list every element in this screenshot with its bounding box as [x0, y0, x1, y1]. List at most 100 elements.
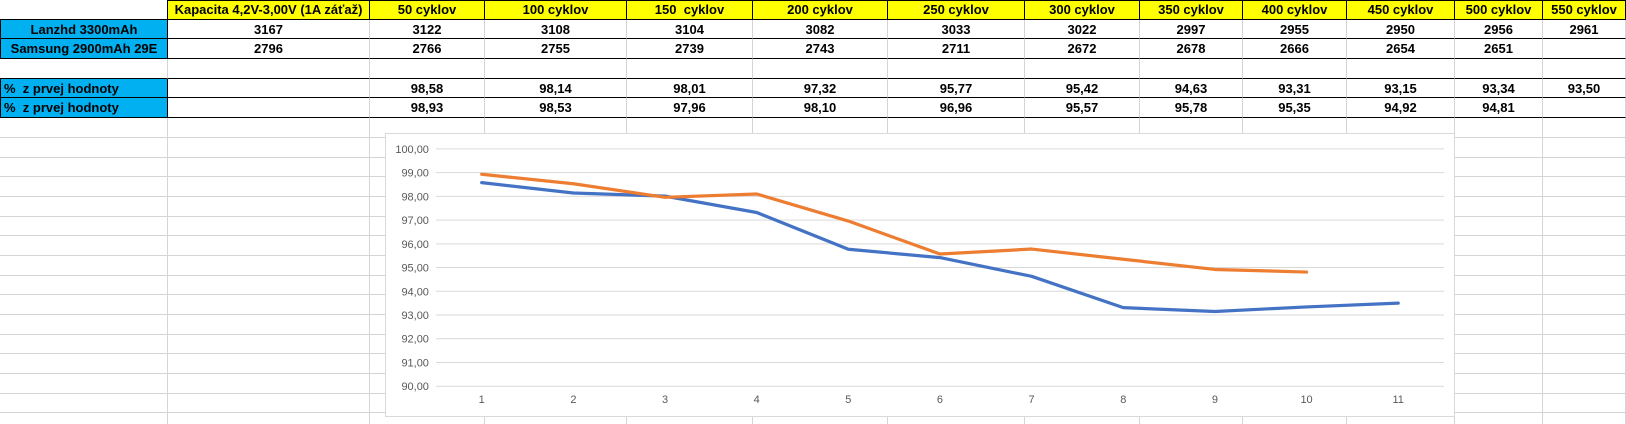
grid-cell[interactable]: [168, 413, 370, 424]
column-header-cell[interactable]: 550 cyklov: [1543, 0, 1626, 20]
grid-cell[interactable]: [168, 334, 370, 355]
chart-container[interactable]: 100,00 99,00 98,00 97,00 96,00 95,00 94,00 93,0…: [385, 133, 1455, 417]
grid-cell[interactable]: [753, 413, 888, 424]
value-cell[interactable]: 95,57: [1025, 98, 1140, 119]
value-cell[interactable]: 94,92: [1347, 98, 1455, 119]
grid-cell[interactable]: [0, 196, 168, 217]
grid-cell[interactable]: [753, 59, 888, 79]
grid-cell[interactable]: [0, 354, 168, 375]
column-header-cell[interactable]: 250 cyklov: [888, 0, 1025, 20]
grid-cell[interactable]: [168, 118, 370, 138]
grid-cell[interactable]: [1543, 59, 1626, 79]
grid-cell[interactable]: [168, 137, 370, 158]
row-label-cell[interactable]: % z prvej hodnoty: [0, 98, 168, 119]
grid-cell[interactable]: [1025, 413, 1140, 424]
value-cell[interactable]: 98,93: [370, 98, 485, 119]
grid-cell[interactable]: [0, 255, 168, 276]
grid-cell[interactable]: [168, 393, 370, 414]
value-cell[interactable]: 95,77: [888, 78, 1025, 99]
column-header-cell[interactable]: 350 cyklov: [1140, 0, 1243, 20]
value-cell[interactable]: 93,31: [1243, 78, 1347, 99]
grid-cell[interactable]: [0, 295, 168, 315]
value-cell[interactable]: 2711: [888, 39, 1025, 60]
value-cell[interactable]: 3167: [168, 19, 370, 40]
grid-cell[interactable]: [1543, 118, 1626, 138]
value-cell[interactable]: [168, 98, 370, 119]
grid-cell[interactable]: [1455, 177, 1543, 197]
value-cell[interactable]: 2796: [168, 39, 370, 60]
column-header-cell[interactable]: 150 cyklov: [627, 0, 753, 20]
grid-cell[interactable]: [0, 177, 168, 197]
value-cell[interactable]: 2955: [1243, 19, 1347, 40]
grid-cell[interactable]: [1455, 393, 1543, 414]
grid-cell[interactable]: [1543, 196, 1626, 217]
value-cell[interactable]: 3033: [888, 19, 1025, 40]
value-cell[interactable]: 2997: [1140, 19, 1243, 40]
grid-cell[interactable]: [370, 59, 485, 79]
value-cell[interactable]: 98,14: [485, 78, 627, 99]
grid-cell[interactable]: [1243, 413, 1347, 424]
grid-cell[interactable]: [1543, 393, 1626, 414]
column-header-cell[interactable]: 100 cyklov: [485, 0, 627, 20]
grid-cell[interactable]: [0, 216, 168, 237]
grid-cell[interactable]: [1025, 59, 1140, 79]
value-cell[interactable]: 2743: [753, 39, 888, 60]
grid-cell[interactable]: [168, 315, 370, 335]
grid-cell[interactable]: [1140, 59, 1243, 79]
grid-cell[interactable]: [1543, 255, 1626, 276]
grid-cell[interactable]: [1455, 137, 1543, 158]
value-cell[interactable]: 2672: [1025, 39, 1140, 60]
grid-cell[interactable]: [168, 275, 370, 296]
column-header-cell[interactable]: 450 cyklov: [1347, 0, 1455, 20]
grid-cell[interactable]: [0, 157, 168, 178]
value-cell[interactable]: 96,96: [888, 98, 1025, 119]
column-header-cell[interactable]: 400 cyklov: [1243, 0, 1347, 20]
grid-cell[interactable]: [0, 374, 168, 394]
value-cell[interactable]: 95,42: [1025, 78, 1140, 99]
grid-cell[interactable]: [0, 315, 168, 335]
value-cell[interactable]: 97,96: [627, 98, 753, 119]
row-label-cell[interactable]: Samsung 2900mAh 29E: [0, 39, 168, 60]
grid-cell[interactable]: [0, 236, 168, 256]
grid-cell[interactable]: [1543, 177, 1626, 197]
grid-cell[interactable]: [1347, 413, 1455, 424]
grid-cell[interactable]: [1455, 275, 1543, 296]
grid-cell[interactable]: [0, 275, 168, 296]
value-cell[interactable]: 94,81: [1455, 98, 1543, 119]
value-cell[interactable]: 2755: [485, 39, 627, 60]
value-cell[interactable]: 95,78: [1140, 98, 1243, 119]
column-header-cell[interactable]: Kapacita 4,2V-3,00V (1A záťaž): [168, 0, 370, 20]
grid-cell[interactable]: [1455, 157, 1543, 178]
grid-cell[interactable]: [1455, 354, 1543, 375]
value-cell[interactable]: [1543, 39, 1626, 60]
value-cell[interactable]: 2651: [1455, 39, 1543, 60]
value-cell[interactable]: 2961: [1543, 19, 1626, 40]
value-cell[interactable]: 94,63: [1140, 78, 1243, 99]
grid-cell[interactable]: [1543, 216, 1626, 237]
grid-cell[interactable]: [1543, 315, 1626, 335]
grid-cell[interactable]: [370, 413, 485, 424]
value-cell[interactable]: 98,01: [627, 78, 753, 99]
value-cell[interactable]: 97,32: [753, 78, 888, 99]
grid-cell[interactable]: [168, 157, 370, 178]
grid-cell[interactable]: [1455, 196, 1543, 217]
value-cell[interactable]: 3082: [753, 19, 888, 40]
grid-cell[interactable]: [0, 59, 168, 79]
grid-cell[interactable]: [1543, 354, 1626, 375]
grid-cell[interactable]: [1455, 216, 1543, 237]
grid-cell[interactable]: [1455, 315, 1543, 335]
grid-cell[interactable]: [888, 413, 1025, 424]
value-cell[interactable]: 3022: [1025, 19, 1140, 40]
grid-cell[interactable]: [168, 295, 370, 315]
grid-cell[interactable]: [168, 177, 370, 197]
grid-cell[interactable]: [0, 0, 168, 20]
grid-cell[interactable]: [0, 413, 168, 424]
row-label-cell[interactable]: % z prvej hodnoty: [0, 78, 168, 99]
grid-cell[interactable]: [1455, 413, 1543, 424]
value-cell[interactable]: 3108: [485, 19, 627, 40]
grid-cell[interactable]: [1543, 413, 1626, 424]
grid-cell[interactable]: [1543, 157, 1626, 178]
value-cell[interactable]: 95,35: [1243, 98, 1347, 119]
value-cell[interactable]: [168, 78, 370, 99]
grid-cell[interactable]: [0, 118, 168, 138]
